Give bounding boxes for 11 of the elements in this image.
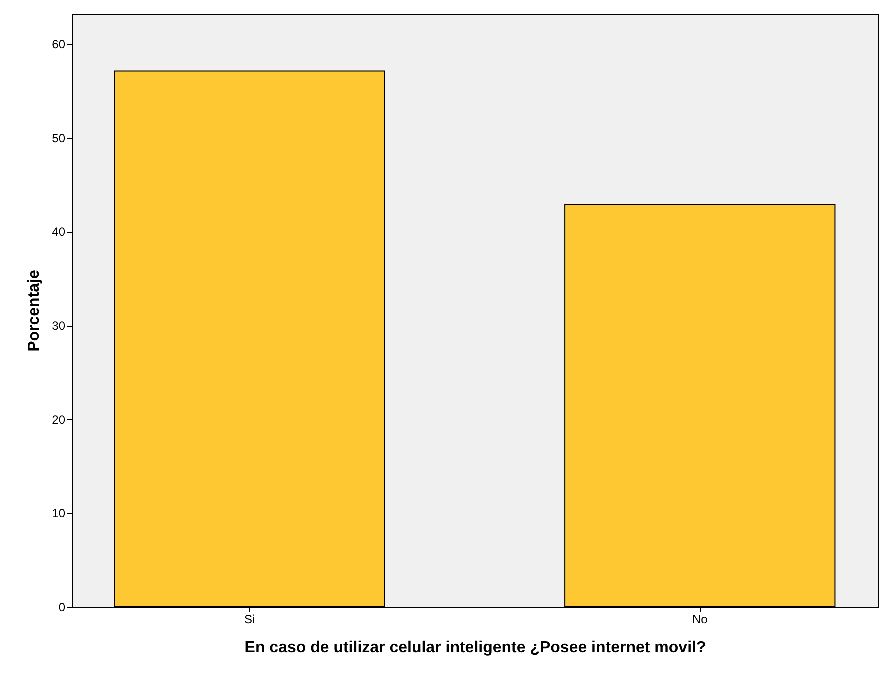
y-tick-label: 50 <box>52 131 66 146</box>
x-tick-label: No <box>692 612 708 626</box>
y-tick-label: 0 <box>58 600 66 614</box>
y-tick-label: 10 <box>52 506 66 521</box>
x-tick-label: Si <box>244 612 256 626</box>
y-tick-label: 40 <box>52 225 66 240</box>
y-axis-title: Porcentaje <box>26 270 44 352</box>
y-tick-label: 60 <box>52 38 66 52</box>
y-tick-label: 30 <box>52 319 66 334</box>
x-axis-title: En caso de utilizar celular inteligente ¿Posee internet movil? <box>244 640 706 656</box>
y-tick-label: 20 <box>52 412 66 427</box>
